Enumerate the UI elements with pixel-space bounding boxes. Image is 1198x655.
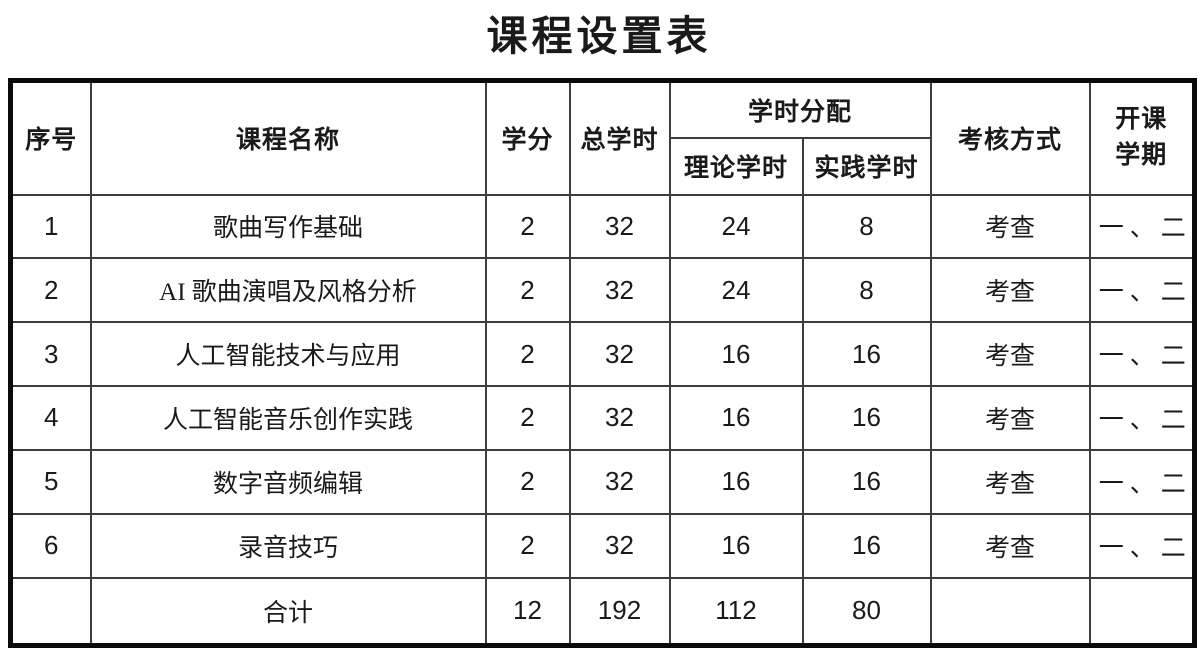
cell-assessment: 考查 — [929, 321, 1091, 388]
cell-credits: 2 — [484, 385, 571, 451]
cell-credits: 2 — [484, 257, 571, 324]
cell-total-assessment-empty — [929, 576, 1091, 647]
cell-theory-hours: 16 — [668, 512, 804, 579]
cell-semester: 一、二 — [1088, 385, 1196, 451]
cell-practice-hours: 16 — [801, 321, 932, 388]
cell-total-hours: 32 — [568, 321, 671, 388]
cell-assessment: 考查 — [929, 448, 1091, 515]
cell-semester: 一、二 — [1088, 512, 1196, 579]
cell-seq: 3 — [9, 321, 92, 388]
cell-practice-hours: 8 — [801, 193, 932, 260]
header-assessment: 考核方式 — [929, 79, 1091, 196]
header-practice-hours: 实践学时 — [801, 136, 932, 196]
cell-assessment: 考查 — [929, 193, 1091, 260]
header-course-name: 课程名称 — [89, 79, 487, 196]
table-row: 3 人工智能技术与应用 2 32 16 16 考查 一、二 — [9, 321, 1196, 388]
cell-seq: 1 — [9, 193, 92, 260]
cell-assessment: 考查 — [929, 385, 1091, 451]
cell-total-hours: 32 — [568, 193, 671, 260]
table-row: 2 AI 歌曲演唱及风格分析 2 32 24 8 考查 一、二 — [9, 257, 1196, 324]
header-theory-hours: 理论学时 — [668, 136, 804, 196]
page-title: 课程设置表 — [486, 13, 712, 59]
cell-total-hours: 32 — [568, 448, 671, 515]
cell-seq: 4 — [9, 385, 92, 451]
cell-semester: 一、二 — [1088, 321, 1196, 388]
cell-total-practice-hours: 80 — [801, 576, 932, 647]
cell-theory-hours: 16 — [668, 385, 804, 451]
table-row: 5 数字音频编辑 2 32 16 16 考查 一、二 — [9, 448, 1196, 515]
cell-credits: 2 — [484, 448, 571, 515]
cell-total-hours: 32 — [568, 385, 671, 451]
cell-theory-hours: 24 — [668, 257, 804, 324]
cell-total-hours: 32 — [568, 257, 671, 324]
header-credits: 学分 — [484, 79, 571, 196]
table-row: 1 歌曲写作基础 2 32 24 8 考查 一、二 — [9, 193, 1196, 260]
cell-theory-hours: 16 — [668, 448, 804, 515]
cell-course-name: 人工智能技术与应用 — [89, 321, 487, 388]
header-semester-line1: 开课 — [1115, 106, 1168, 133]
header-row-1: 序号 课程名称 学分 总学时 学时分配 考核方式 开课 学期 — [9, 79, 1196, 196]
cell-seq: 5 — [9, 448, 92, 515]
header-hours-allocation: 学时分配 — [668, 79, 932, 139]
cell-assessment: 考查 — [929, 512, 1091, 579]
header-seq: 序号 — [9, 79, 92, 196]
header-total-hours: 总学时 — [568, 79, 671, 196]
cell-practice-hours: 8 — [801, 257, 932, 324]
cell-practice-hours: 16 — [801, 385, 932, 451]
cell-seq: 2 — [9, 257, 92, 324]
cell-seq: 6 — [9, 512, 92, 579]
cell-total-label: 合计 — [89, 576, 487, 647]
table-row: 4 人工智能音乐创作实践 2 32 16 16 考查 一、二 — [9, 385, 1196, 451]
cell-theory-hours: 24 — [668, 193, 804, 260]
cell-credits: 2 — [484, 512, 571, 579]
table-row: 6 录音技巧 2 32 16 16 考查 一、二 — [9, 512, 1196, 579]
header-row-2: 理论学时 实践学时 — [11, 136, 1195, 196]
cell-total-credits: 12 — [484, 576, 571, 647]
cell-practice-hours: 16 — [801, 448, 932, 515]
header-semester-line2: 学期 — [1115, 141, 1168, 169]
cell-course-name: 数字音频编辑 — [89, 448, 487, 515]
course-schedule-table: 序号 课程名称 学分 总学时 学时分配 考核方式 开课 学期 理论学时 实践学时… — [8, 78, 1198, 648]
cell-practice-hours: 16 — [801, 512, 932, 579]
cell-semester: 一、二 — [1088, 193, 1196, 260]
cell-total-total-hours: 192 — [568, 576, 671, 647]
cell-course-name: 人工智能音乐创作实践 — [89, 385, 487, 451]
cell-total-hours: 32 — [568, 512, 671, 579]
cell-total-semester-empty — [1088, 576, 1196, 647]
cell-credits: 2 — [484, 193, 571, 260]
cell-seq-empty — [9, 576, 92, 647]
cell-course-name: AI 歌曲演唱及风格分析 — [89, 257, 487, 324]
cell-semester: 一、二 — [1088, 448, 1196, 515]
cell-assessment: 考查 — [929, 257, 1091, 324]
total-row: 合计 12 192 112 80 — [9, 576, 1196, 647]
cell-semester: 一、二 — [1088, 257, 1196, 324]
cell-course-name: 录音技巧 — [89, 512, 487, 579]
header-semester: 开课 学期 — [1088, 79, 1196, 196]
cell-course-name: 歌曲写作基础 — [89, 193, 487, 260]
cell-credits: 2 — [484, 321, 571, 388]
cell-total-theory-hours: 112 — [668, 576, 804, 647]
cell-theory-hours: 16 — [668, 321, 804, 388]
